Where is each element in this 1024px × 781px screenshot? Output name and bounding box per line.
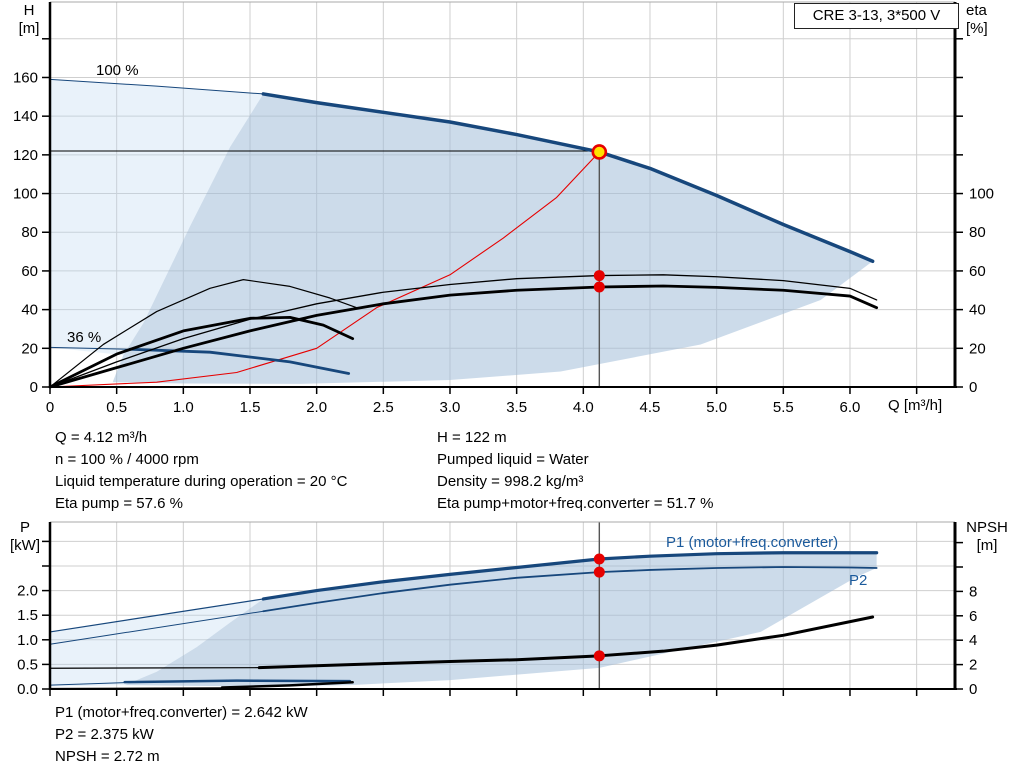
info-line-speed: n = 100 % / 4000 rpm (55, 451, 199, 468)
info-line-pumped-liquid: Pumped liquid = Water (437, 451, 589, 468)
duty-info-left: Q = 4.12 m³/h n = 100 % / 4000 rpm Liqui… (55, 427, 347, 515)
left-tick-label: 120 (13, 147, 38, 164)
left-axis-title-power: P [kW] (4, 519, 46, 555)
x-tick-label: 0.5 (106, 399, 127, 416)
p1-curve-36pct (123, 679, 352, 684)
right-tick-label: 4 (969, 632, 977, 649)
speed-label-100pct: 100 % (96, 62, 139, 79)
power-envelope-dark (124, 552, 877, 687)
right-tick-label: 2 (969, 657, 977, 674)
speed-label-36pct: 36 % (67, 329, 102, 346)
power-axis-unit: [kW] (10, 537, 40, 554)
x-tick-label: 0 (46, 399, 54, 416)
left-tick-label: 0.0 (17, 681, 38, 698)
x-tick-label: 5.5 (773, 399, 794, 416)
right-tick-label: 60 (969, 263, 986, 280)
duty-point[interactable] (591, 144, 608, 160)
info-line-eta-pump: Eta pump = 57.6 % (55, 495, 183, 512)
op-eta-pump-dot[interactable] (593, 270, 605, 282)
x-tick-label: 5.0 (706, 399, 727, 416)
info-line-p2: P2 = 2.375 kW (55, 726, 154, 743)
x-axis-title-flow: Q [m³/h] (888, 397, 943, 414)
left-tick-label: 80 (21, 224, 38, 241)
left-tick-label: 140 (13, 108, 38, 125)
pump-title-box: CRE 3-13, 3*500 V (794, 3, 959, 29)
x-tick-label: 2.5 (373, 399, 394, 416)
eta-axis-unit: [%] (966, 20, 988, 37)
right-tick-label: 0 (969, 379, 977, 396)
info-line-npsh: NPSH = 2.72 m (55, 748, 160, 765)
power-axis-symbol: P (19, 519, 30, 536)
right-tick-label: 6 (969, 608, 977, 625)
left-tick-label: 1.0 (17, 632, 38, 649)
x-tick-label: 1.0 (173, 399, 194, 416)
right-tick-label: 8 (969, 583, 977, 600)
operating-envelope-dark (112, 93, 873, 384)
op-eta-total-dot[interactable] (593, 281, 605, 293)
x-tick-label: 4.0 (573, 399, 594, 416)
left-tick-label: 1.5 (17, 607, 38, 624)
head-curve-100pct-thin (49, 78, 264, 95)
left-tick-label: 20 (21, 340, 38, 357)
right-tick-label: 40 (969, 302, 986, 319)
right-axis-title-eta: eta [%] (966, 2, 1010, 38)
left-tick-label: 2.0 (17, 583, 38, 600)
info-line-eta-total: Eta pump+motor+freq.converter = 51.7 % (437, 495, 714, 512)
op-p2-dot[interactable] (593, 566, 605, 578)
left-tick-label: 40 (21, 302, 38, 319)
info-line-density: Density = 998.2 kg/m³ (437, 473, 584, 490)
eta-arc-low-speed-thin (49, 279, 358, 388)
duty-info-right: H = 122 m Pumped liquid = Water Density … (437, 427, 713, 515)
left-tick-label: 60 (21, 263, 38, 280)
p1-curve-36pct-thin (49, 682, 126, 686)
p2-curve-label: P2 (849, 572, 868, 589)
eta-pump-curve (49, 274, 878, 388)
left-tick-label: 160 (13, 69, 38, 86)
eta-arc-low-speed-thick (48, 315, 355, 389)
control-curve-red (49, 151, 600, 388)
power-envelope-light (50, 598, 264, 687)
head-axis-unit: [m] (18, 20, 40, 37)
right-tick-label: 0 (969, 681, 977, 698)
x-tick-label: 1.5 (240, 399, 261, 416)
op-p1-dot[interactable] (593, 553, 605, 565)
right-tick-label: 100 (969, 186, 994, 203)
npsh-axis-unit: [m] (976, 537, 998, 554)
p1-curve-label: P1 (motor+freq.converter) (666, 534, 839, 551)
eta-total-curve (48, 284, 879, 389)
head-axis-symbol: H (23, 2, 35, 19)
left-tick-label: 0.5 (17, 656, 38, 673)
power-info: P1 (motor+freq.converter) = 2.642 kW P2 … (55, 702, 308, 768)
x-tick-label: 3.0 (440, 399, 461, 416)
operating-envelope-light (50, 79, 264, 356)
x-tick-label: 4.5 (640, 399, 661, 416)
npsh-curve-thin (49, 667, 260, 669)
info-line-head: H = 122 m (437, 429, 507, 446)
x-tick-label: 6.0 (840, 399, 861, 416)
head-curve-36pct-thin (49, 346, 131, 350)
x-tick-label: 3.5 (506, 399, 527, 416)
op-npsh-dot[interactable] (593, 650, 605, 662)
p2-curve-thin (49, 610, 264, 645)
npsh-curve-36pct (220, 681, 354, 689)
left-tick-label: 100 (13, 186, 38, 203)
right-axis-title-npsh: NPSH [m] (956, 519, 1018, 555)
right-tick-label: 80 (969, 224, 986, 241)
left-tick-label: 0 (30, 379, 38, 396)
info-line-flow: Q = 4.12 m³/h (55, 429, 148, 446)
p1-curve-thin (49, 598, 264, 633)
left-axis-title-head: H [m] (10, 2, 48, 38)
npsh-axis-symbol: NPSH (966, 519, 1008, 536)
info-line-liquid-temp: Liquid temperature during operation = 20… (55, 473, 348, 490)
eta-axis-symbol: eta (966, 2, 987, 19)
info-line-p1: P1 (motor+freq.converter) = 2.642 kW (55, 704, 308, 721)
right-tick-label: 20 (969, 340, 986, 357)
x-tick-label: 2.0 (306, 399, 327, 416)
